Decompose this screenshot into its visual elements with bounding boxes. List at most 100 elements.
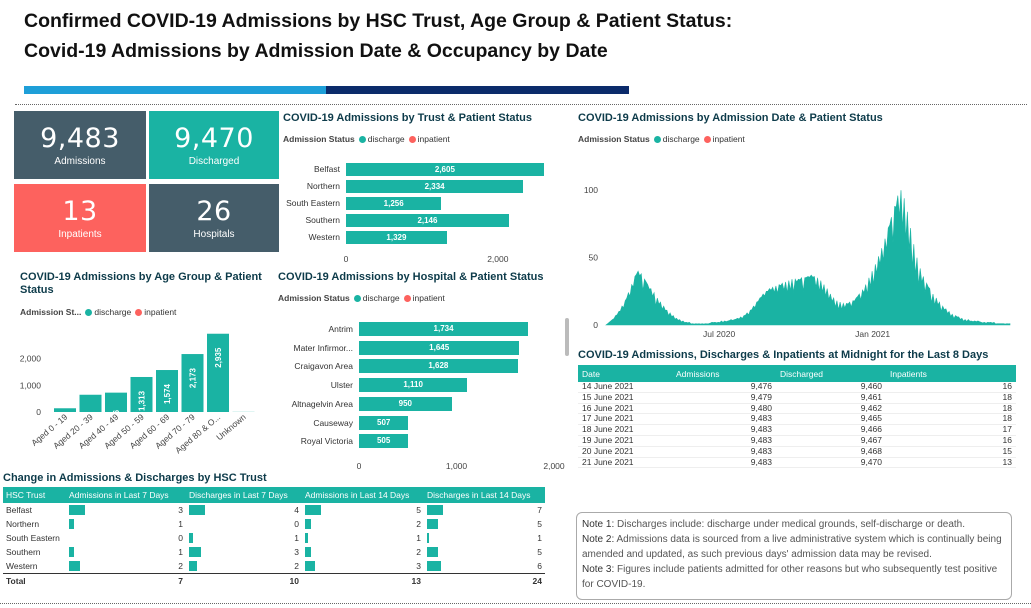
table-row[interactable]: 19 June 2021 9,483 9,467 16 — [578, 435, 1016, 447]
table-row[interactable]: Southern 1 3 2 5 — [3, 545, 545, 559]
data-label: 1,110 — [403, 380, 423, 390]
header-accent-bar-left — [24, 86, 326, 94]
cell-value: 3 — [294, 547, 299, 557]
cell-value: 7 — [537, 505, 542, 515]
table-cell: 18 June 2021 — [578, 424, 672, 436]
daily-table-body: 14 June 2021 9,476 9,460 16 15 June 2021 9,47… — [578, 381, 1016, 469]
table-cell: 0 — [186, 517, 302, 531]
bar[interactable] — [79, 394, 102, 412]
bar[interactable] — [207, 333, 229, 412]
y-tick-label: 100 — [584, 185, 598, 195]
bar[interactable]: 950 — [359, 396, 452, 411]
note-1-label: Note 1: — [582, 519, 615, 530]
change-col-dis14[interactable]: Discharges in Last 14 Days — [424, 487, 545, 503]
cell-data-bar — [305, 519, 312, 529]
bar[interactable] — [181, 354, 204, 412]
data-label: 726 — [112, 409, 121, 423]
bar[interactable]: 1,110 — [359, 378, 468, 393]
change-col-dis7[interactable]: Discharges in Last 7 Days — [186, 487, 302, 503]
kpi-admissions-label: Admissions — [54, 156, 106, 167]
daily-col-date[interactable]: Date — [578, 365, 672, 382]
bar[interactable]: 2,334 — [346, 180, 524, 193]
table-cell: 9,465 — [776, 414, 886, 426]
cell-value: 1 — [178, 519, 183, 529]
table-row[interactable]: 14 June 2021 9,476 9,460 16 — [578, 381, 1016, 393]
kpi-inpatients: 13 Inpatients — [14, 184, 146, 252]
date-chart-legend[interactable]: Admission Status discharge inpatient — [578, 134, 745, 144]
bar[interactable] — [54, 408, 76, 412]
change-col-trust[interactable]: ▲ HSC Trust — [3, 483, 66, 503]
cell-value: 4 — [294, 505, 299, 515]
data-label: 1,313 — [138, 390, 147, 411]
table-cell: 9,483 — [672, 414, 776, 426]
daily-col-admissions[interactable]: Admissions — [672, 365, 776, 382]
trust-name: Western — [6, 561, 38, 571]
table-cell: 1 — [302, 531, 424, 545]
table-row[interactable]: Northern 1 0 2 5 — [3, 517, 545, 531]
hospital-chart-legend[interactable]: Admission Status discharge inpatient — [278, 293, 445, 303]
table-cell: 16 June 2021 — [578, 403, 672, 415]
bar[interactable]: 505 — [359, 434, 409, 449]
table-cell: 4 — [186, 503, 302, 517]
cell-data-bar — [189, 547, 201, 557]
trust-chart-legend[interactable]: Admission Status discharge inpatient — [283, 134, 450, 144]
table-row[interactable]: Belfast 3 4 5 7 — [3, 503, 545, 517]
data-label: 2,173 — [189, 367, 198, 388]
x-tick-label: 0 — [356, 460, 362, 471]
bar[interactable] — [105, 392, 127, 412]
table-row[interactable]: South Eastern 0 1 1 1 — [3, 531, 545, 545]
date-area-chart[interactable]: 0 50 100 Jul 2020 Jan 2021 — [578, 160, 1018, 342]
table-cell: 21 June 2021 — [578, 457, 672, 469]
table-row[interactable]: 17 June 2021 9,483 9,465 18 — [578, 414, 1016, 426]
trust-bar-chart[interactable]: Belfast 2,605 Northern 2,334 South Eastern 1,… — [283, 158, 553, 268]
note-2-label: Note 2: — [582, 534, 615, 545]
header-accent-bar-right — [326, 86, 629, 94]
bar[interactable]: 2,146 — [346, 214, 509, 227]
table-row[interactable]: 16 June 2021 9,480 9,462 18 — [578, 403, 1016, 415]
bar[interactable]: 1,628 — [359, 359, 518, 374]
bar[interactable]: 1,734 — [359, 322, 529, 336]
cell-value: 2 — [294, 561, 299, 571]
cell-data-bar — [427, 561, 441, 571]
legend-discharge-label: discharge — [367, 134, 405, 144]
table-cell: 18 — [886, 414, 1016, 426]
change-col-adm7[interactable]: Admissions in Last 7 Days — [66, 487, 186, 503]
bar[interactable] — [130, 376, 153, 412]
bar[interactable]: 1,329 — [346, 231, 447, 244]
daily-col-discharged[interactable]: Discharged — [776, 365, 886, 382]
table-row[interactable]: 21 June 2021 9,483 9,470 13 — [578, 457, 1016, 469]
table-row[interactable]: 15 June 2021 9,479 9,461 18 — [578, 392, 1016, 404]
table-cell: 9,468 — [776, 446, 886, 458]
inpatient-legend-dot — [135, 309, 143, 316]
table-row[interactable]: 18 June 2021 9,483 9,466 17 — [578, 424, 1016, 436]
category-label: Western — [308, 232, 341, 242]
y-tick-label: 0 — [593, 320, 598, 330]
hospital-bar-chart[interactable]: Antrim 1,734 Mater Infirmor... 1,645 Craigav… — [278, 318, 568, 471]
admissions-area-series[interactable] — [605, 190, 1011, 326]
cell-value: 0 — [294, 519, 299, 529]
table-cell: 16 — [886, 381, 1016, 393]
legend-discharge-label: discharge — [662, 134, 700, 144]
table-row[interactable]: 20 June 2021 9,483 9,468 15 — [578, 446, 1016, 458]
header-divider — [15, 104, 1027, 106]
age-chart-legend[interactable]: Admission St... discharge inpatient — [20, 307, 176, 317]
change-col-adm14[interactable]: Admissions in Last 14 Days — [302, 487, 424, 503]
legend-discharge-label: discharge — [94, 307, 132, 317]
table-cell: 3 — [186, 545, 302, 559]
hospital-chart-scrollbar[interactable] — [565, 318, 569, 356]
kpi-admissions-value: 9,483 — [40, 123, 120, 154]
category-label: Altnagelvin Area — [291, 398, 353, 409]
bar[interactable]: 507 — [359, 415, 409, 430]
bar[interactable] — [156, 370, 178, 412]
table-cell: 9,467 — [776, 435, 886, 447]
sort-ascending-icon[interactable]: ▲ — [7, 483, 13, 489]
trust-name: South Eastern — [6, 533, 60, 543]
bar[interactable]: 1,256 — [346, 197, 442, 210]
bar[interactable]: 1,645 — [359, 340, 520, 355]
table-row[interactable]: Western 2 2 3 6 — [3, 559, 545, 574]
bar[interactable]: 2,605 — [346, 163, 544, 176]
cell-data-bar — [69, 547, 75, 557]
daily-col-inpatients[interactable]: Inpatients — [886, 365, 1016, 382]
table-cell: 1 — [424, 531, 545, 545]
